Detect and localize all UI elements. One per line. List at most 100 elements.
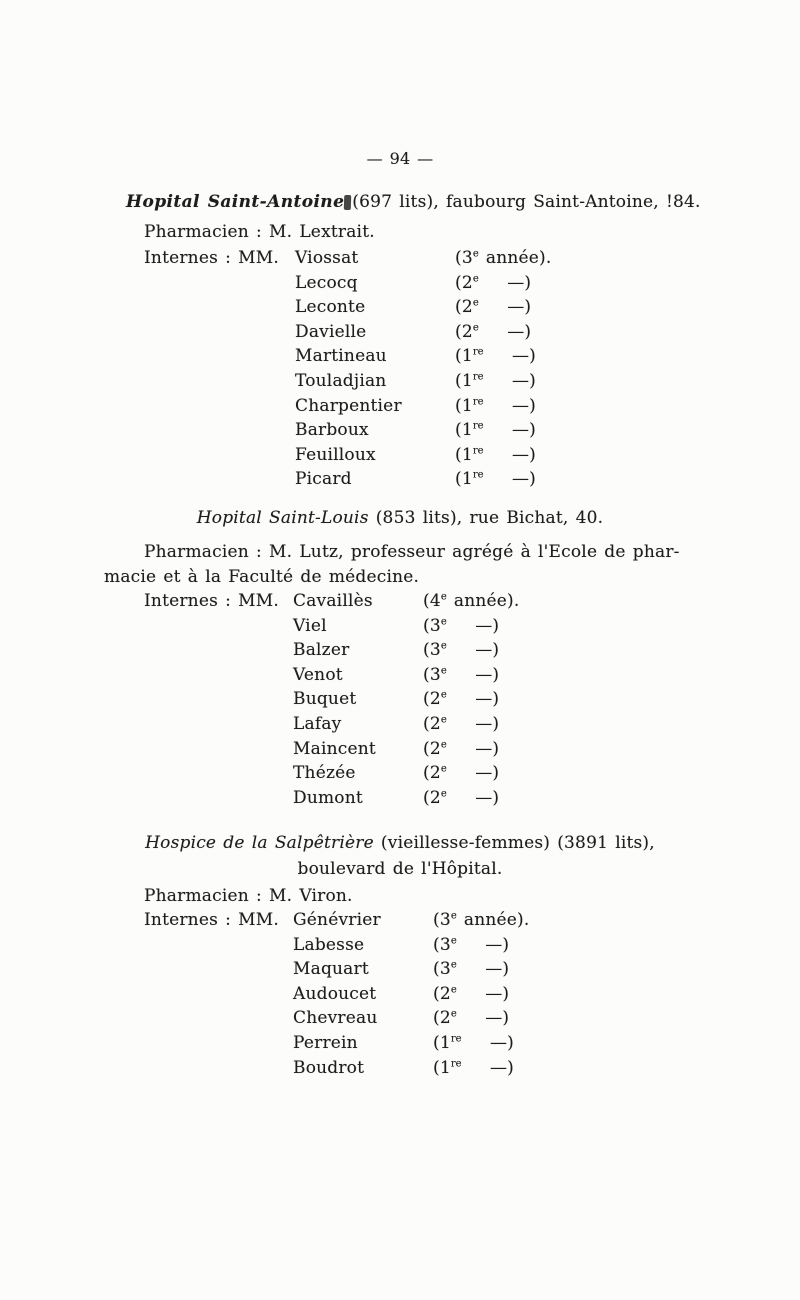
intern-year-ordinal: (2 — [455, 297, 473, 318]
intern-name: Barboux — [295, 420, 369, 441]
intern-year-tail: —) — [456, 934, 510, 955]
hospital-name: Hopital Saint-Louis — [196, 508, 369, 528]
intern-year-tail: —) — [461, 1032, 515, 1053]
intern-year-ordinal-suffix: e — [440, 665, 447, 677]
intern-year: (3e —) — [433, 958, 509, 980]
heading-rest: (697 lits), faubourg Saint-Antoine, !84. — [352, 192, 701, 212]
intern-name: Balzer — [293, 640, 350, 661]
intern-year: (2e —) — [433, 983, 509, 1005]
intern-year: (2e —) — [423, 738, 499, 760]
intern-year-ordinal-suffix: e — [472, 297, 479, 309]
intern-year: (3e —) — [423, 664, 499, 686]
intern-name: Touladjian — [295, 370, 387, 391]
intern-year-ordinal-suffix: e — [450, 934, 457, 946]
pharmacien-line: Pharmacien : M. Viron. — [144, 886, 353, 906]
intern-year-tail: —) — [478, 297, 532, 318]
intern-name: Picard — [295, 469, 352, 490]
ink-blot-artifact — [344, 194, 352, 211]
intern-year-tail: —) — [446, 713, 500, 734]
intern-year: (1re —) — [455, 370, 536, 392]
intern-year-tail: —) — [456, 959, 510, 980]
intern-year-tail: —) — [483, 395, 537, 416]
intern-year-ordinal: (4 — [423, 591, 441, 611]
section-heading-salpetriere-line2: boulevard de l'Hôpital. — [297, 859, 503, 879]
intern-year: (1re —) — [455, 468, 536, 490]
intern-name: Cavaillès — [293, 591, 373, 611]
intern-name: Dumont — [293, 787, 363, 808]
hospital-name: Hopital Saint-Antoine — [126, 192, 345, 212]
intern-name: Charpentier — [295, 395, 402, 416]
intern-name: Perrein — [293, 1032, 358, 1053]
intern-year-tail: —) — [478, 321, 532, 342]
intern-name: Labesse — [293, 934, 365, 955]
intern-year-tail: —) — [446, 738, 500, 759]
intern-year-ordinal-suffix: e — [450, 910, 457, 922]
intern-year-ordinal: (1 — [455, 346, 473, 367]
intern-year: (3e année). — [455, 247, 551, 269]
intern-year: (2e —) — [423, 787, 499, 809]
internes-label: Internes : MM. — [144, 910, 279, 930]
intern-year-ordinal-suffix: e — [472, 248, 479, 260]
intern-year-tail: —) — [446, 787, 500, 808]
intern-year-tail: —) — [478, 272, 532, 293]
intern-year-ordinal-suffix: re — [472, 469, 484, 481]
intern-year: (3e —) — [423, 639, 499, 661]
intern-name: Leconte — [295, 297, 366, 318]
intern-year-ordinal: (3 — [423, 640, 441, 661]
intern-year: (2e —) — [455, 321, 531, 343]
intern-year-ordinal-suffix: re — [472, 420, 484, 432]
intern-year-ordinal-suffix: re — [472, 371, 484, 383]
intern-year-ordinal: (2 — [455, 272, 473, 293]
intern-name: Viossat — [295, 248, 359, 268]
intern-year-ordinal-suffix: e — [440, 788, 447, 800]
intern-name: Feuilloux — [295, 444, 376, 465]
intern-name: Martineau — [295, 346, 387, 367]
intern-year: (1re —) — [433, 1032, 514, 1054]
intern-year: (4e année). — [423, 590, 519, 612]
pharmacien-line-1: Pharmacien : M. Lutz, professeur agrégé … — [144, 542, 680, 562]
intern-year-ordinal: (3 — [433, 959, 451, 980]
intern-year-tail: —) — [483, 346, 537, 367]
intern-year: (2e —) — [423, 713, 499, 735]
intern-name: Chevreau — [293, 1008, 378, 1029]
intern-year: (2e —) — [423, 688, 499, 710]
section-heading-salpetriere: Hospice de la Salpêtrière (vieillesse-fe… — [0, 832, 800, 854]
intern-name: Davielle — [295, 321, 367, 342]
intern-year-ordinal: (2 — [423, 713, 441, 734]
intern-year-ordinal: (2 — [433, 983, 451, 1004]
intern-year-tail: —) — [483, 444, 537, 465]
intern-year-ordinal-suffix: e — [440, 689, 447, 701]
intern-year-tail: —) — [446, 615, 500, 636]
intern-year: (1re —) — [455, 444, 536, 466]
heading-rest: (vieillesse-femmes) (3891 lits), — [373, 833, 655, 853]
intern-year-ordinal: (3 — [433, 934, 451, 955]
intern-year-tail: année). — [478, 248, 552, 268]
intern-year-ordinal: (1 — [455, 395, 473, 416]
intern-year-ordinal: (1 — [455, 420, 473, 441]
intern-year: (1re —) — [455, 395, 536, 417]
internes-label: Internes : MM. — [144, 591, 279, 611]
intern-year-ordinal: (1 — [455, 469, 473, 490]
intern-year-tail: —) — [483, 420, 537, 441]
intern-year: (1re —) — [455, 419, 536, 441]
hospital-name: Hospice de la Salpêtrière — [145, 833, 374, 853]
intern-year-tail: —) — [446, 689, 500, 710]
intern-year-ordinal: (2 — [423, 763, 441, 784]
intern-name: Maquart — [293, 959, 369, 980]
intern-year-ordinal-suffix: e — [440, 763, 447, 775]
intern-year-ordinal: (1 — [455, 444, 473, 465]
intern-year-ordinal: (2 — [423, 787, 441, 808]
intern-year-tail: année). — [446, 591, 520, 611]
intern-year-ordinal-suffix: e — [450, 959, 457, 971]
page-number: — 94 — — [366, 149, 434, 168]
pharmacien-line-2: macie et à la Faculté de médecine. — [104, 567, 420, 587]
intern-year: (2e —) — [455, 296, 531, 318]
intern-year: (2e —) — [433, 1007, 509, 1029]
intern-year-ordinal-suffix: e — [440, 591, 447, 603]
intern-year-ordinal: (3 — [423, 615, 441, 636]
heading-rest: (853 lits), rue Bichat, 40. — [368, 508, 604, 528]
intern-name: Boudrot — [293, 1057, 365, 1078]
section-heading-saint-antoine: Hopital Saint-Antoine (697 lits), faubour… — [126, 191, 701, 213]
intern-name: Venot — [293, 664, 343, 685]
intern-year-tail: année). — [456, 910, 530, 930]
